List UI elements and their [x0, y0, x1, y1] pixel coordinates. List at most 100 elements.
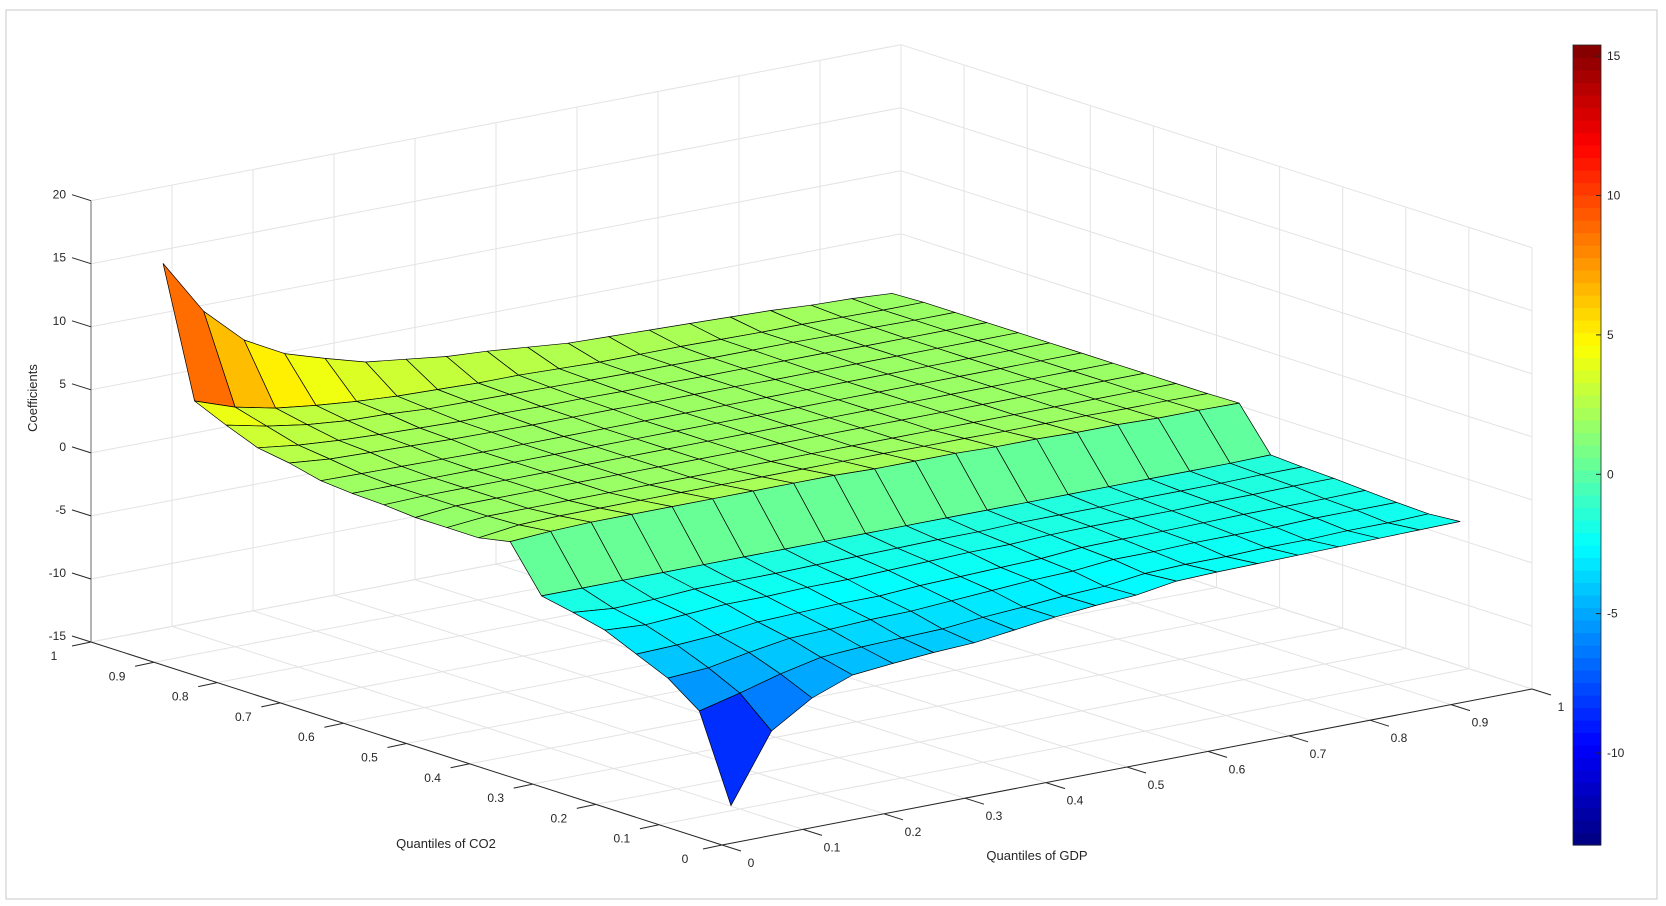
x-tick-label: 0.1	[824, 840, 841, 854]
z-tick-mark	[71, 257, 92, 265]
colorbar-swatch	[1573, 407, 1601, 421]
z-tick-label: 5	[59, 377, 66, 391]
x-axis-label: Quantiles of GDP	[986, 848, 1087, 863]
x-tick-mark	[1450, 704, 1471, 712]
y-tick-label: 0.3	[487, 791, 504, 805]
colorbar-swatch	[1573, 532, 1601, 546]
z-tick-label: 15	[53, 251, 67, 265]
y-tick-mark	[513, 783, 533, 789]
colorbar-swatch	[1573, 620, 1601, 634]
colorbar-swatch	[1573, 57, 1601, 71]
y-tick-label: 0.1	[614, 832, 631, 846]
colorbar-swatch	[1573, 782, 1601, 796]
z-tick-mark	[71, 446, 92, 454]
colorbar-swatch	[1573, 270, 1601, 284]
x-tick-mark	[1531, 688, 1552, 696]
colorbar-swatch	[1573, 182, 1601, 196]
x-tick-mark	[1207, 750, 1228, 758]
z-tick-label: 20	[53, 188, 67, 202]
y-tick-label: 0.6	[298, 730, 315, 744]
x-tick-label: 0.5	[1148, 778, 1165, 792]
colorbar-swatch	[1573, 70, 1601, 84]
colorbar-swatch	[1573, 220, 1601, 234]
colorbar-swatch	[1573, 507, 1601, 521]
y-tick-mark	[71, 641, 92, 647]
y-tick-mark	[134, 661, 155, 667]
colorbar-swatch	[1573, 707, 1601, 721]
colorbar-swatch	[1573, 320, 1601, 334]
colorbar-swatch	[1573, 520, 1601, 534]
floor-gridline-y	[658, 668, 1469, 826]
x-tick-label: 0.7	[1310, 747, 1327, 761]
colorbar-swatch	[1573, 332, 1601, 346]
colorbar-tick-label: 15	[1607, 49, 1621, 63]
colorbar-swatch	[1573, 45, 1601, 59]
colorbar-swatch	[1573, 745, 1601, 759]
colorbar-swatch	[1573, 145, 1601, 159]
colorbar-swatch	[1573, 582, 1601, 596]
y-tick-label: 0.2	[550, 811, 567, 825]
x-tick-label: 0.2	[905, 825, 922, 839]
x-tick-label: 0.3	[986, 809, 1003, 823]
x-tick-mark	[1369, 719, 1390, 727]
y-tick-mark	[639, 824, 660, 830]
colorbar-swatch	[1573, 207, 1601, 221]
colorbar-swatch	[1573, 295, 1601, 309]
colorbar-swatch	[1573, 670, 1601, 684]
y-tick-label: 0.7	[235, 710, 252, 724]
colorbar-swatch	[1573, 457, 1601, 471]
z-tick-mark	[71, 572, 92, 580]
y-tick-label: 0.9	[109, 669, 126, 683]
colorbar-swatch	[1573, 720, 1601, 734]
y-tick-mark	[324, 722, 344, 728]
y-tick-label: 0.8	[172, 690, 189, 704]
x-tick-mark	[721, 844, 742, 852]
colorbar-swatch	[1573, 820, 1601, 834]
colorbar-tick-label: 5	[1607, 328, 1614, 342]
y-tick-mark	[387, 743, 407, 748]
colorbar-tick-label: 10	[1607, 189, 1621, 203]
colorbar: -10 -5 0 5 10 15	[1572, 44, 1625, 846]
x-tick-label: 0.8	[1391, 731, 1408, 745]
colorbar-swatch	[1573, 432, 1601, 446]
colorbar-swatch	[1573, 595, 1601, 609]
surface-face	[699, 692, 772, 806]
z-tick-mark	[71, 194, 92, 202]
colorbar-swatch	[1573, 645, 1601, 659]
surface-plot	[162, 263, 1461, 806]
x-tick-mark	[964, 797, 985, 805]
y-tick-mark	[702, 844, 723, 850]
z-tick-mark	[71, 320, 92, 328]
colorbar-swatch	[1573, 832, 1601, 846]
colorbar-swatch	[1573, 82, 1601, 96]
z-tick-label: -5	[55, 503, 66, 517]
right-wall-gridline-z	[900, 44, 1533, 249]
y-tick-mark	[576, 803, 596, 809]
y-tick-mark	[450, 763, 470, 769]
colorbar-swatch	[1573, 245, 1601, 259]
colorbar-swatch	[1573, 257, 1601, 271]
back-wall-gridline-z	[90, 170, 902, 328]
colorbar-swatch	[1573, 382, 1601, 396]
floor-gridline-y	[469, 607, 1280, 765]
colorbar-swatch	[1573, 770, 1601, 784]
right-wall-gridline-z	[900, 170, 1533, 375]
x-tick-label: 0.9	[1472, 716, 1489, 730]
x-tick-mark	[1288, 735, 1309, 743]
y-axis-label: Quantiles of CO2	[396, 836, 496, 851]
right-wall-gridline-z	[900, 107, 1533, 312]
colorbar-swatch	[1573, 170, 1601, 184]
z-tick-mark	[71, 635, 92, 643]
x-tick-mark	[802, 828, 823, 836]
colorbar-swatch	[1573, 482, 1601, 496]
colorbar-swatch	[1573, 307, 1601, 321]
colorbar-swatch	[1573, 107, 1601, 121]
z-tick-label: -15	[49, 629, 67, 643]
tick-labels: -15-10-50510152000.10.20.30.40.50.60.70.…	[49, 188, 1565, 870]
colorbar-swatch	[1573, 120, 1601, 134]
colorbar-swatch	[1573, 545, 1601, 559]
colorbar-swatch	[1573, 195, 1601, 209]
colorbar-swatch	[1573, 795, 1601, 809]
colorbar-swatch	[1573, 420, 1601, 434]
